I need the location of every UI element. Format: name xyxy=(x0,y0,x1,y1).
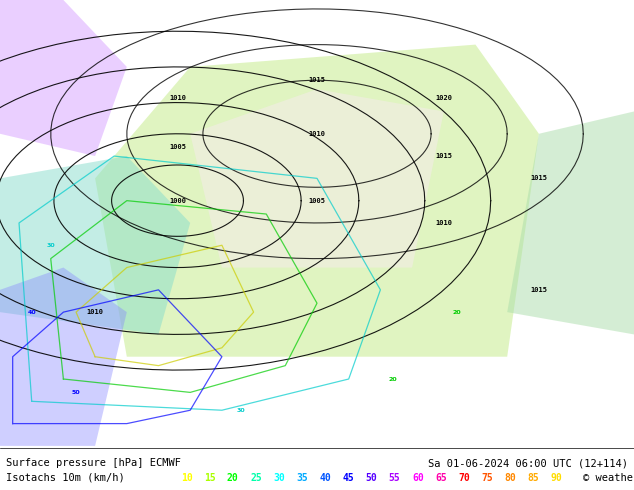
Text: 1010: 1010 xyxy=(169,95,186,101)
Text: 50: 50 xyxy=(366,473,377,483)
Text: 20: 20 xyxy=(452,310,461,315)
Text: 40: 40 xyxy=(27,310,36,315)
Text: 1010: 1010 xyxy=(87,309,103,315)
Text: 30: 30 xyxy=(273,473,285,483)
Text: 35: 35 xyxy=(296,473,308,483)
Text: 10: 10 xyxy=(181,473,193,483)
Text: 1010: 1010 xyxy=(436,220,452,226)
Text: 1015: 1015 xyxy=(531,175,547,181)
Text: 1015: 1015 xyxy=(309,77,325,83)
Text: 1015: 1015 xyxy=(436,153,452,159)
Text: 40: 40 xyxy=(320,473,331,483)
Polygon shape xyxy=(0,0,127,156)
Text: Surface pressure [hPa] ECMWF: Surface pressure [hPa] ECMWF xyxy=(6,458,181,468)
Text: 55: 55 xyxy=(389,473,401,483)
Text: 75: 75 xyxy=(481,473,493,483)
Text: 30: 30 xyxy=(46,243,55,248)
Text: 30: 30 xyxy=(236,408,245,413)
Polygon shape xyxy=(190,89,444,268)
Text: 70: 70 xyxy=(458,473,470,483)
Polygon shape xyxy=(0,156,190,334)
Text: 60: 60 xyxy=(412,473,424,483)
Text: 15: 15 xyxy=(204,473,216,483)
Text: 85: 85 xyxy=(527,473,540,483)
Text: 65: 65 xyxy=(435,473,447,483)
Text: 50: 50 xyxy=(72,390,81,395)
Text: 45: 45 xyxy=(342,473,354,483)
Text: 20: 20 xyxy=(227,473,238,483)
Text: © weatheronline.co.uk: © weatheronline.co.uk xyxy=(583,473,634,483)
Text: 1010: 1010 xyxy=(309,131,325,137)
Text: 90: 90 xyxy=(551,473,562,483)
Polygon shape xyxy=(95,45,539,357)
Text: 1020: 1020 xyxy=(436,95,452,101)
Text: Sa 01-06-2024 06:00 UTC (12+114): Sa 01-06-2024 06:00 UTC (12+114) xyxy=(428,458,628,468)
Text: Isotachs 10m (km/h): Isotachs 10m (km/h) xyxy=(6,473,131,483)
Polygon shape xyxy=(507,112,634,334)
Text: 80: 80 xyxy=(505,473,516,483)
Text: 20: 20 xyxy=(389,376,398,382)
Polygon shape xyxy=(0,268,127,446)
Text: 1000: 1000 xyxy=(169,197,186,204)
Text: 25: 25 xyxy=(250,473,262,483)
Text: 1015: 1015 xyxy=(531,287,547,293)
Text: 1005: 1005 xyxy=(309,197,325,204)
Text: 1005: 1005 xyxy=(169,144,186,150)
